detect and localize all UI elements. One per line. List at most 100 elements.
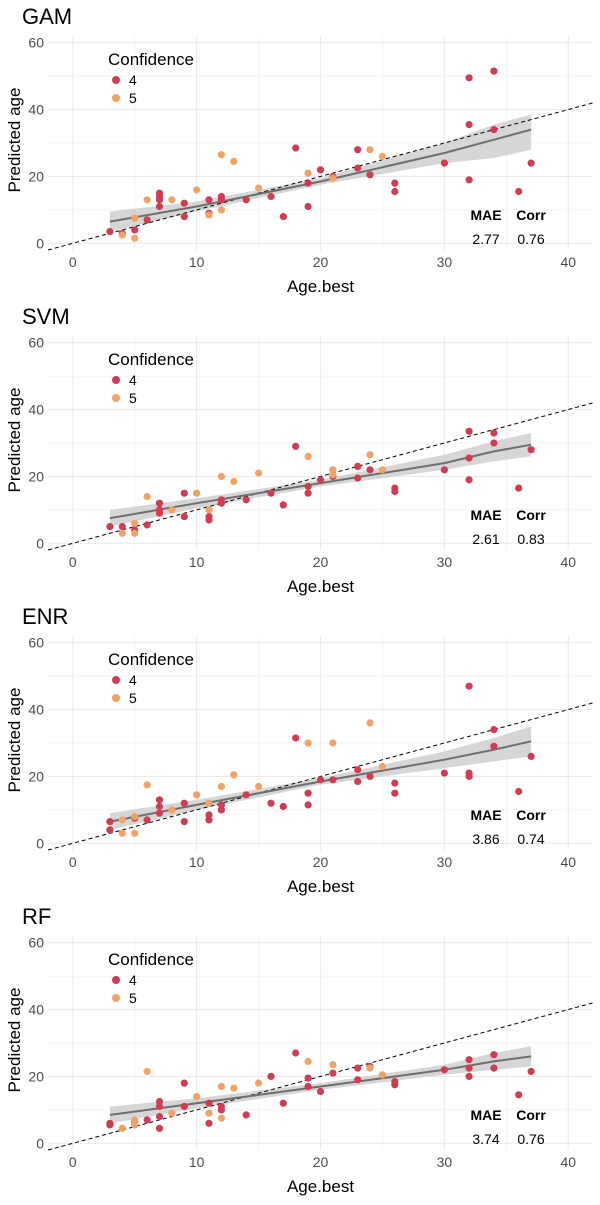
legend-key-4 xyxy=(112,976,120,984)
legend: Confidence 4 5 xyxy=(108,350,194,406)
stats-header-mae: MAE xyxy=(470,807,501,823)
data-point xyxy=(242,1111,250,1119)
data-point xyxy=(304,169,312,177)
data-point xyxy=(217,801,225,809)
y-axis-label: Predicted age xyxy=(5,388,24,493)
data-point xyxy=(515,1091,523,1099)
data-point xyxy=(155,1124,164,1132)
data-point xyxy=(106,228,114,236)
stats-header-mae: MAE xyxy=(470,207,501,223)
data-point xyxy=(440,466,448,474)
data-point xyxy=(304,489,312,497)
y-axis-label: Predicted age xyxy=(5,988,24,1093)
data-point xyxy=(193,1092,201,1101)
data-point xyxy=(316,776,325,784)
data-point xyxy=(465,682,473,690)
data-point xyxy=(490,726,498,734)
y-tick-label: 60 xyxy=(28,635,44,651)
legend-label-4: 4 xyxy=(129,372,137,388)
data-point xyxy=(118,523,126,531)
panel-svm: 0 10 20 30 40 0 20 40 60 SVM Age.best Predicted age… xyxy=(5,304,594,596)
x-axis-label: Age.best xyxy=(287,577,354,596)
legend-title: Confidence xyxy=(108,950,194,969)
data-point xyxy=(155,499,164,507)
x-tick-label: 30 xyxy=(437,554,453,570)
data-point xyxy=(304,179,312,187)
grid xyxy=(48,936,593,1150)
data-point xyxy=(354,164,362,172)
legend-title: Confidence xyxy=(108,650,194,669)
legend-label-5: 5 xyxy=(129,390,137,406)
data-point xyxy=(217,496,225,504)
data-point xyxy=(490,1064,498,1072)
data-point xyxy=(205,506,213,514)
data-point xyxy=(304,1074,312,1082)
confidence-band xyxy=(109,1046,532,1124)
data-point xyxy=(490,67,498,75)
data-point xyxy=(527,1067,535,1075)
data-point xyxy=(391,179,399,187)
x-tick-label: 0 xyxy=(69,854,77,870)
data-point xyxy=(304,801,312,809)
chart-title: SVM xyxy=(22,304,70,329)
data-point xyxy=(242,791,250,799)
data-point xyxy=(217,151,225,159)
data-point xyxy=(106,826,114,834)
data-point xyxy=(168,196,176,204)
data-point xyxy=(180,1102,188,1111)
legend-label-5: 5 xyxy=(129,690,137,706)
legend-key-4 xyxy=(112,76,120,84)
data-point xyxy=(168,1109,176,1117)
data-point xyxy=(131,519,139,527)
data-point xyxy=(118,829,126,837)
data-point xyxy=(304,1082,312,1091)
data-point xyxy=(242,196,250,204)
data-point xyxy=(205,516,213,524)
data-point xyxy=(131,1121,139,1129)
data-point xyxy=(279,1099,287,1107)
stats-header-corr: Corr xyxy=(516,807,546,823)
data-point xyxy=(316,1087,325,1096)
x-axis-label: Age.best xyxy=(287,1177,354,1196)
x-axis-label: Age.best xyxy=(287,277,354,296)
x-tick-label: 0 xyxy=(69,254,77,270)
confidence-band xyxy=(109,433,532,527)
stats-value-corr: 0.83 xyxy=(517,531,544,547)
data-point xyxy=(440,159,448,167)
data-point xyxy=(217,1082,225,1091)
x-tick-label: 40 xyxy=(560,1154,576,1170)
data-point xyxy=(490,126,498,134)
data-point xyxy=(155,1097,164,1106)
data-point xyxy=(180,799,188,807)
data-point xyxy=(329,471,337,479)
stats-header-corr: Corr xyxy=(516,207,546,223)
data-point xyxy=(267,1072,275,1080)
data-point xyxy=(316,476,325,484)
data-point xyxy=(366,1064,374,1072)
stats-table: MAE Corr 3.86 0.74 xyxy=(470,807,546,847)
data-point xyxy=(440,769,448,777)
stats-header-mae: MAE xyxy=(470,507,501,523)
data-point xyxy=(465,476,473,484)
data-point xyxy=(217,1114,225,1122)
data-point xyxy=(205,1119,213,1127)
data-point xyxy=(106,1121,114,1129)
data-point xyxy=(255,184,263,192)
data-point xyxy=(391,1081,399,1089)
data-point xyxy=(155,796,164,804)
data-point xyxy=(490,429,498,437)
data-point xyxy=(292,442,300,450)
data-point xyxy=(378,1071,386,1079)
data-point xyxy=(143,216,151,224)
series-5 xyxy=(118,146,386,242)
data-point xyxy=(366,466,374,474)
data-point xyxy=(292,144,300,152)
data-point xyxy=(118,1124,126,1132)
legend: Confidence 4 5 xyxy=(108,950,194,1006)
data-point xyxy=(180,489,188,497)
data-point xyxy=(230,157,238,165)
data-point xyxy=(217,806,225,814)
x-tick-label: 30 xyxy=(437,1154,453,1170)
data-point xyxy=(329,174,337,182)
